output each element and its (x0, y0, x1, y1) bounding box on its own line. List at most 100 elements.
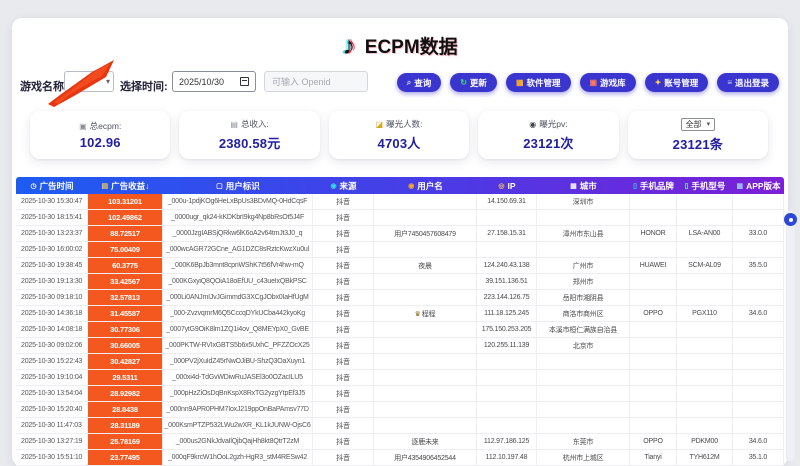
cell-app (733, 354, 784, 369)
table-row: 2025-10-30 13:27:19 25.78169 _000us2GNkJdv… (16, 434, 784, 450)
cell-uid: _000Li0ANJmIJvJGimmdG3XCgJObx0IaHfUgM (163, 290, 313, 305)
cell-uid: _000wcAGR72GCne_AG1DZC8sRztcKwzXu0ul (163, 242, 313, 257)
cell-ip: 27.158.15.31 (477, 226, 537, 241)
cell-app (733, 290, 784, 305)
clock-icon: ◷ (30, 182, 37, 190)
cell-ip (477, 370, 537, 385)
cell-ip: 112.10.197.48 (477, 450, 537, 465)
cell-model: LSA-AN00 (677, 226, 733, 241)
cell-city (537, 370, 630, 385)
table-row: 2025-10-30 18:15:41 102.49862 _0000ugr_qk2… (16, 210, 784, 226)
game-select[interactable]: ▾ (64, 71, 114, 92)
cell-user (374, 354, 477, 369)
scrollbar-thumb[interactable] (784, 213, 797, 226)
cell-user: 用户4354906452544 (374, 450, 477, 465)
column-header-2[interactable]: ▤ 广告收益↓ (88, 177, 163, 194)
logout-button[interactable]: ≡ 退出登录 (717, 73, 779, 92)
scope-select[interactable]: 全部 ▾ (680, 117, 716, 131)
cell-brand (630, 402, 677, 417)
cell-app: 34.6.0 (733, 434, 784, 449)
cell-source: 抖音 (313, 210, 374, 225)
cell-brand (630, 274, 677, 289)
cell-ip: 120.255.11.139 (477, 338, 537, 353)
cell-brand: OPPO (630, 434, 677, 449)
cell-brand (630, 242, 677, 257)
cell-time: 2025-10-30 14:08:18 (16, 322, 88, 337)
cell-source: 抖音 (313, 370, 374, 385)
cell-source: 抖音 (313, 354, 374, 369)
cell-model (677, 338, 733, 353)
cell-brand (630, 338, 677, 353)
openid-input[interactable] (264, 71, 368, 92)
cell-city: 郑州市 (537, 274, 630, 289)
cell-user (374, 290, 477, 305)
cell-source: 抖音 (313, 290, 374, 305)
cell-app: 35.1.0 (733, 450, 784, 465)
stat-value: 23121次 (523, 136, 574, 151)
stat-value: 4703人 (377, 136, 421, 151)
cell-ip (477, 402, 537, 417)
cell-model (677, 242, 733, 257)
refresh-icon: ↻ (460, 77, 467, 87)
calendar-icon (240, 77, 249, 86)
refresh-button[interactable]: ↻ 更新 (450, 73, 497, 92)
table-row: 2025-10-30 15:30:47 103.31201 _000u-1pdjKO… (16, 194, 784, 210)
cell-user: 用户7450457608479 (374, 226, 477, 241)
cell-time: 2025-10-30 13:23:37 (16, 226, 88, 241)
stat-label: 曝光人数: (386, 119, 423, 129)
cell-app (733, 242, 784, 257)
scrollbar-track[interactable] (786, 210, 795, 462)
cell-time: 2025-10-30 11:47:03 (16, 418, 88, 433)
column-label: 广告时间 (39, 180, 74, 191)
query-button[interactable]: ⌕ 查询 (396, 73, 442, 92)
cell-city: 杭州市上城区 (537, 450, 630, 465)
cell-user (374, 418, 477, 433)
stats-row: ▣ 总ecpm: 102.96 ▤ 总收入: 2380.58元 ◪ 曝光人数: … (30, 111, 769, 159)
table-row: 2025-10-30 14:36:18 31.45587 _000-ZvzvqmrM… (16, 306, 784, 322)
cell-revenue: 32.57813 (88, 290, 163, 305)
cell-revenue: 28.92982 (88, 386, 163, 401)
cell-time: 2025-10-30 19:13:30 (16, 274, 88, 289)
cell-revenue: 31.45587 (88, 306, 163, 321)
grid-icon: ▦ (515, 77, 524, 87)
people-icon: ◪ (375, 119, 384, 129)
stat-card-revenue: ▤ 总收入: 2380.58元 (179, 111, 320, 159)
column-header-10: ▦ APP版本 (733, 177, 784, 194)
cell-time: 2025-10-30 19:10:04 (16, 370, 88, 385)
cell-uid: _000qF9krcW1hOoL2gzh-HgR3_stM4RESw42 (163, 450, 313, 465)
software-manage-button[interactable]: ▦ 软件管理 (505, 73, 571, 92)
cell-model (677, 194, 733, 209)
cell-time: 2025-10-30 13:54:04 (16, 386, 88, 401)
cell-brand: OPPO (630, 306, 677, 321)
money-icon: ▤ (101, 182, 109, 190)
cell-city (537, 402, 630, 417)
checkbox-icon: ▣ (79, 121, 87, 131)
cell-city: 本溪市桓仁满族自治县 (537, 322, 630, 337)
column-header-5: ◉ 用户名 (374, 177, 477, 194)
cell-city (537, 386, 630, 401)
cell-user (374, 370, 477, 385)
cell-brand: HUAWEI (630, 258, 677, 273)
column-header-7: ▦ 城市 (537, 177, 630, 194)
cell-user (374, 338, 477, 353)
cell-ip: 175.150.253.205 (477, 322, 537, 337)
cell-model: TYH612M (677, 450, 733, 465)
game-library-button[interactable]: ▣ 游戏库 (579, 73, 636, 92)
cell-source: 抖音 (313, 242, 374, 257)
account-manage-button[interactable]: ✦ 账号管理 (644, 73, 709, 92)
cell-ip: 223.144.126.75 (477, 290, 537, 305)
cell-brand (630, 386, 677, 401)
chevron-down-icon: ▾ (706, 121, 711, 128)
game-name-label: 游戏名称: (20, 81, 68, 93)
cell-source: 抖音 (313, 434, 374, 449)
cell-brand (630, 354, 677, 369)
column-label: 广告收益↓ (111, 180, 150, 191)
logout-icon: ≡ (727, 77, 732, 87)
date-input[interactable]: 2025/10/30 (172, 71, 256, 92)
cell-source: 抖音 (313, 322, 374, 337)
ecpm-table: ◷ 广告时间 ▤ 广告收益↓ ▢ 用户标识 ◉ 来源 ◉ 用户名 ◎ IP ▦ 城市 ▯ 手机品牌 ▯ 手机型号 ▦… (16, 177, 784, 466)
cell-user (374, 386, 477, 401)
cell-app (733, 322, 784, 337)
column-label: IP (507, 180, 516, 191)
id-card-icon: ▢ (216, 182, 223, 190)
